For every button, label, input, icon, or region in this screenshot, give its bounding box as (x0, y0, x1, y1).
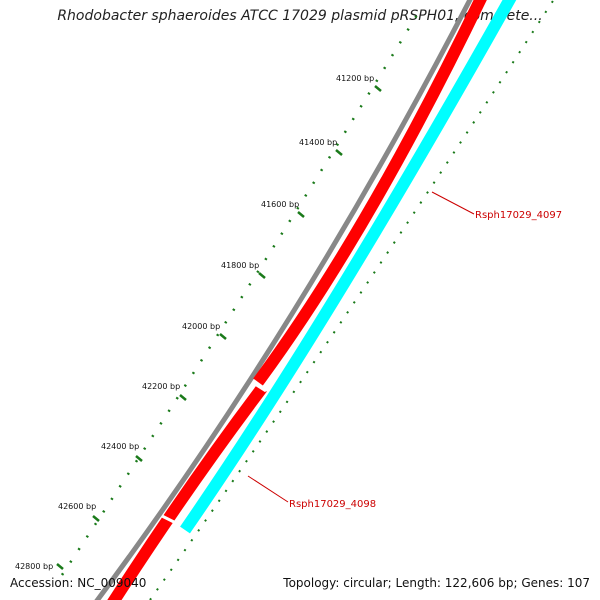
scale-ticks (56, 85, 382, 570)
scale-major-tick (92, 515, 100, 522)
map-title: Rhodobacter sphaeroides ATCC 17029 plasm… (57, 8, 543, 24)
scale-major-tick (56, 563, 64, 570)
scale-major-tick (179, 394, 187, 401)
gene-label-leader (431, 191, 475, 215)
scale-label: 42600 bp (58, 502, 96, 511)
scale-label: 42000 bp (182, 322, 220, 331)
scale-label: 42200 bp (142, 382, 180, 391)
map-summary-text: Topology: circular; Length: 122,606 bp; … (283, 576, 590, 590)
scale-label: 41200 bp (336, 74, 374, 83)
gene-label-leader (247, 475, 289, 503)
scale-major-tick (219, 333, 227, 340)
scale-label: 41400 bp (299, 138, 337, 147)
scale-label: 41800 bp (221, 261, 259, 270)
scale-major-tick (258, 272, 266, 279)
reverse-strand-arc (180, 0, 517, 534)
gene-label-rsph17029-4097[interactable]: Rsph17029_4097 (475, 210, 562, 221)
scale-ring (60, 9, 422, 576)
scale-labels: 41200 bp 41400 bp 41600 bp 41800 bp 4200… (15, 74, 374, 571)
scale-major-tick (374, 85, 382, 92)
inner-tick-ring (149, 0, 555, 600)
scale-major-tick (297, 211, 305, 218)
gene-arc-rsph17029-4097[interactable] (253, 0, 487, 386)
scale-major-tick (135, 455, 143, 462)
gene-label-rsph17029-4098[interactable]: Rsph17029_4098 (289, 499, 376, 510)
scale-label: 42400 bp (101, 442, 139, 451)
gene-arc-rsph17029-4098[interactable] (107, 384, 267, 600)
scale-label: 41600 bp (261, 200, 299, 209)
scale-major-tick (335, 149, 343, 156)
gene-break-separator (161, 514, 177, 525)
scale-label: 42800 bp (15, 562, 53, 571)
accession-text: Accession: NC_009040 (10, 576, 147, 590)
backbone-ring (94, 0, 473, 600)
gene-break-separator (254, 382, 267, 393)
